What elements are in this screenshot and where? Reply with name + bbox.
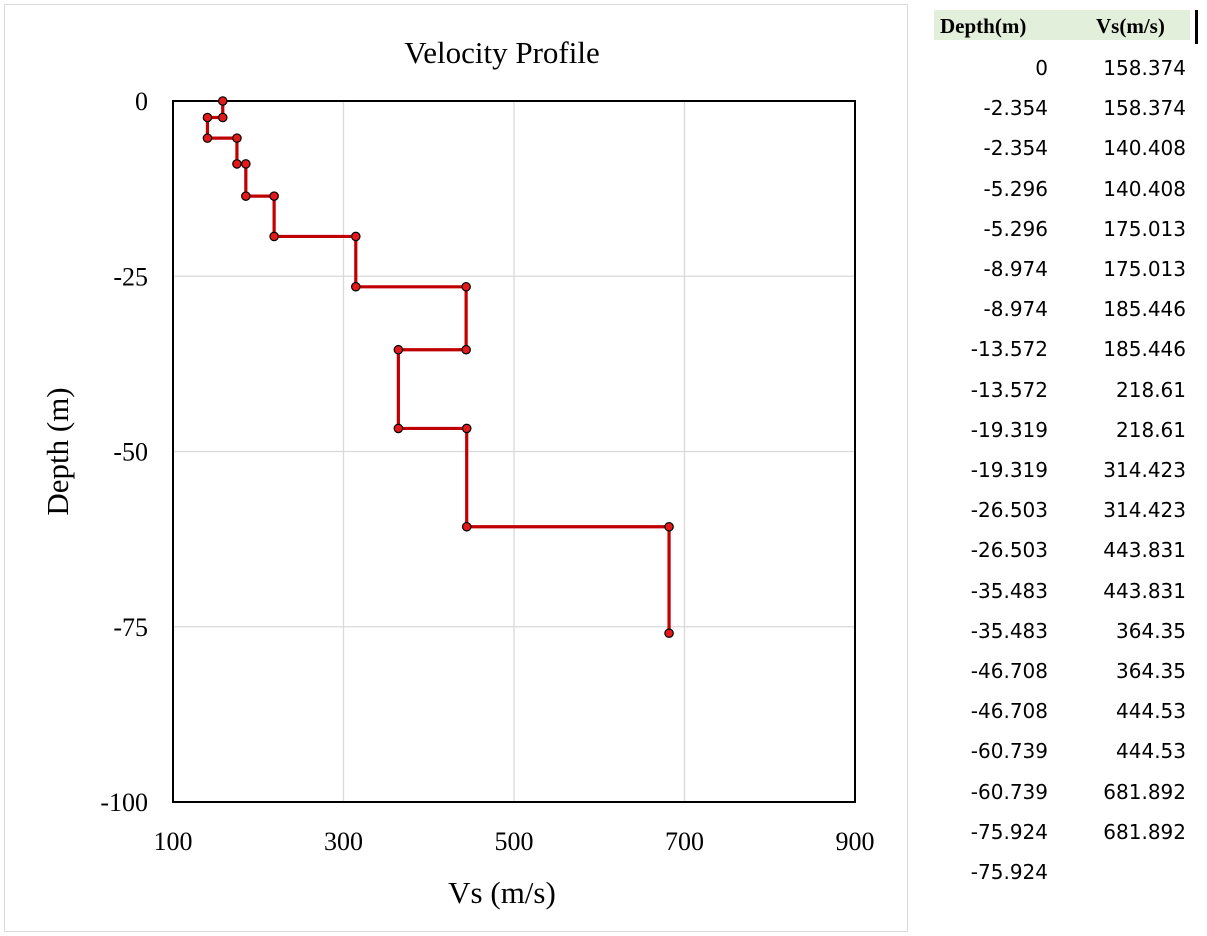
data-point [202, 133, 213, 143]
x-tick-label: 900 [836, 827, 875, 856]
table-cell-depth: -75.924 [970, 860, 1048, 884]
data-point [393, 423, 404, 434]
table-edge-bar [1195, 10, 1198, 44]
data-point [664, 628, 674, 639]
table-cell-depth: -46.708 [970, 659, 1048, 683]
data-point [664, 521, 674, 532]
y-axis-label: Depth (m) [40, 387, 75, 515]
table-cell-depth: -19.319 [970, 417, 1048, 442]
table-cell-vs: 314.423 [1103, 458, 1186, 482]
data-point [232, 133, 242, 143]
table-cell-depth: -13.572 [970, 377, 1048, 402]
table-cell-vs: 140.408 [1103, 176, 1186, 201]
series-line [205, 101, 671, 634]
y-tick-label: -25 [113, 262, 148, 291]
data-point [350, 231, 361, 242]
data-point [350, 281, 361, 292]
table-cell-depth: -26.503 [970, 538, 1048, 563]
table-cell-depth: -5.296 [983, 176, 1048, 201]
table-cell-depth: -35.483 [970, 578, 1048, 603]
x-tick-label: 500 [495, 827, 534, 856]
plot-frame [172, 100, 856, 803]
y-tick-label: 0 [135, 87, 148, 116]
table-cell-vs: 158.374 [1103, 96, 1186, 121]
table-cell-depth: 0 [1035, 56, 1048, 80]
data-point [202, 112, 213, 123]
table-cell-depth: -13.572 [970, 337, 1048, 362]
table-cell-vs: 364.35 [1116, 618, 1186, 643]
x-tick-label: 300 [324, 827, 363, 856]
table-cell-vs: 444.53 [1116, 739, 1186, 764]
table-cell-vs: 444.53 [1116, 699, 1186, 724]
table-cell-vs: 443.831 [1103, 578, 1186, 603]
table-cell-vs: 364.35 [1116, 659, 1186, 683]
data-point [241, 191, 251, 201]
table-cell-vs: 314.423 [1103, 498, 1186, 523]
y-tick-label: -50 [113, 438, 148, 467]
data-point [241, 159, 251, 169]
chart-panel: 100 300 500 700 900 0 -25 -50 -75 -100 Velocity Pr… [4, 4, 908, 932]
data-point [393, 344, 404, 355]
table-cell-depth: -46.708 [970, 699, 1048, 724]
table-cell-vs: 218.61 [1116, 417, 1186, 442]
table-cell-depth: -60.739 [970, 779, 1048, 804]
velocity-profile-chart: 100 300 500 700 900 0 -25 -50 -75 -100 Velocity Pr… [40, 35, 875, 910]
table-cell-depth: -60.739 [970, 739, 1048, 764]
data-point [461, 423, 472, 434]
data-point [461, 521, 472, 532]
table-cell-vs: 443.831 [1103, 538, 1186, 563]
table-cell-vs: 175.013 [1103, 257, 1186, 281]
table-cell-vs: 681.892 [1103, 779, 1186, 804]
y-tick-label: -75 [113, 613, 148, 642]
table-cell-depth: -35.483 [970, 618, 1048, 643]
data-point [461, 281, 471, 292]
data-point [232, 159, 242, 169]
table-cell-vs: 185.446 [1103, 337, 1186, 362]
table-cell-depth: -8.974 [983, 257, 1048, 281]
data-point [461, 344, 471, 355]
table-cell-depth: -8.974 [983, 297, 1048, 322]
table-cell-vs: 175.013 [1103, 216, 1186, 241]
table-cell-vs: 681.892 [1103, 819, 1186, 844]
table-header-bg [934, 10, 1190, 40]
x-axis-label: Vs (m/s) [448, 875, 556, 910]
x-tick-label: 700 [665, 827, 704, 856]
table-header-depth: Depth(m) [940, 14, 1027, 38]
table-cell-depth: -2.354 [983, 136, 1048, 161]
table-cell-vs: 158.374 [1103, 56, 1186, 80]
data-point [269, 191, 279, 201]
table-header-vs: Vs(m/s) [1096, 14, 1165, 38]
data-point [217, 112, 228, 123]
table-cell-vs: 140.408 [1103, 136, 1186, 161]
chart-title: Velocity Profile [404, 35, 599, 70]
table-cell-vs: 218.61 [1116, 377, 1186, 402]
data-point [217, 96, 228, 106]
table-cell-depth: -26.503 [970, 498, 1048, 523]
table-cell-depth: -5.296 [983, 216, 1048, 241]
table-cell-vs: 185.446 [1103, 297, 1186, 322]
table-cell-depth: -2.354 [983, 96, 1048, 121]
data-point [269, 231, 279, 242]
y-tick-label: -100 [100, 788, 148, 817]
table-cell-depth: -19.319 [970, 458, 1048, 482]
x-tick-label: 100 [154, 827, 193, 856]
table-cell-depth: -75.924 [970, 819, 1048, 844]
